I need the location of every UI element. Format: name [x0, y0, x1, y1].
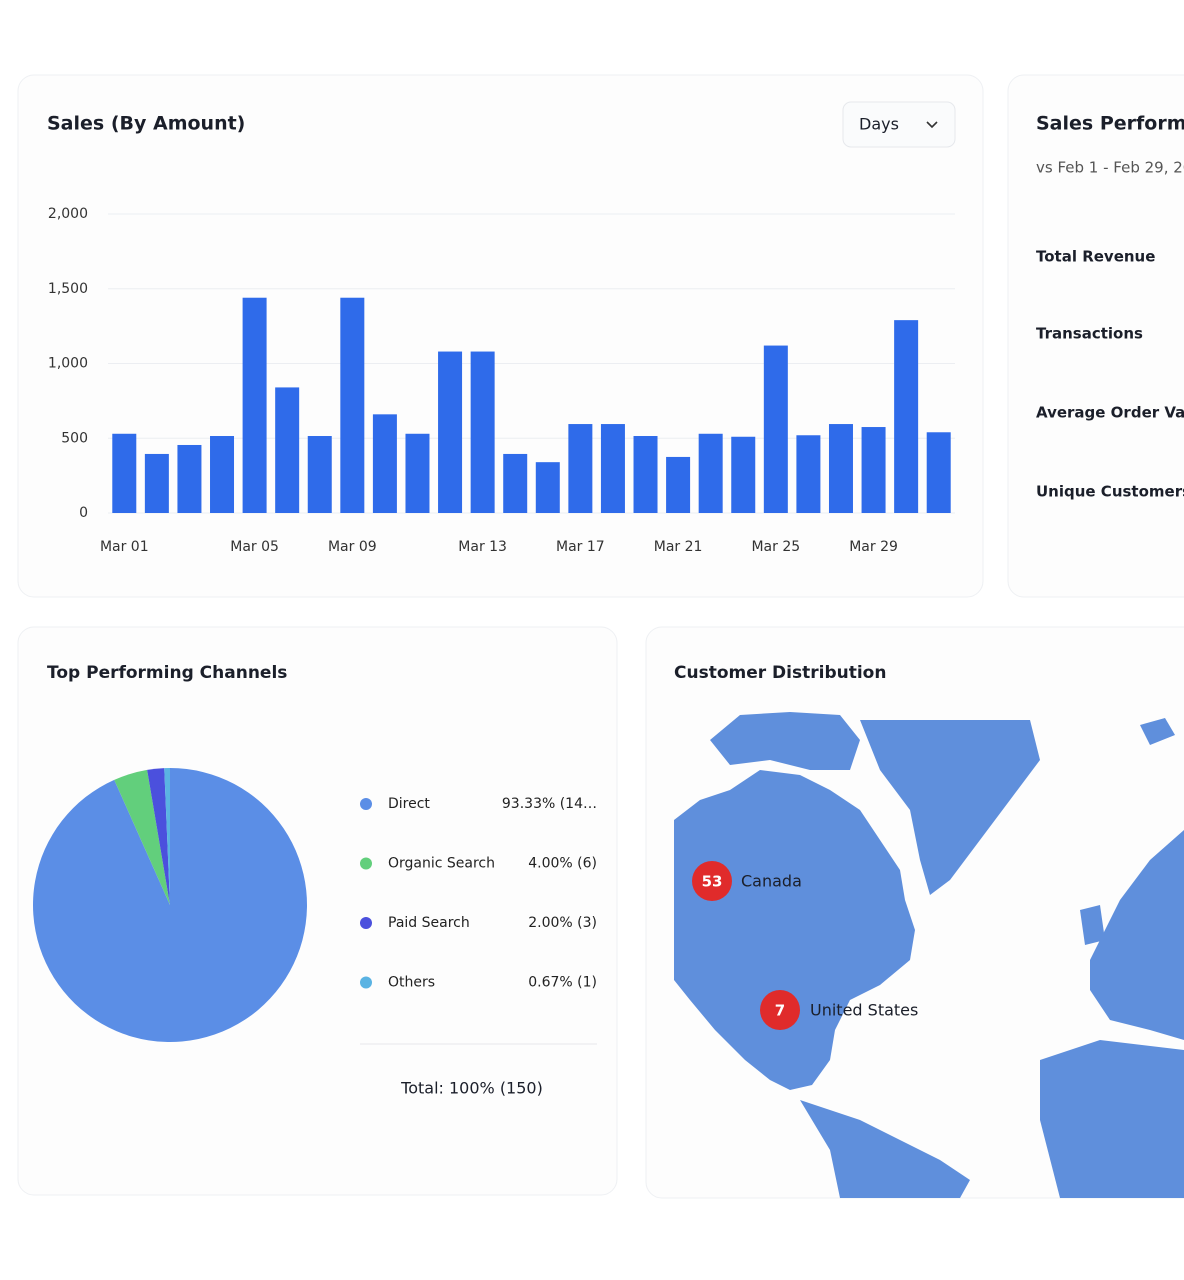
- x-tick-label: Mar 01: [100, 539, 149, 555]
- bar: [633, 436, 658, 513]
- bar: [894, 320, 919, 513]
- metric-label: Average Order Value: [1036, 404, 1184, 422]
- map-marker[interactable]: [692, 861, 732, 901]
- dropdown[interactable]: [842, 101, 956, 148]
- bar: [666, 456, 691, 513]
- bar: [926, 432, 951, 513]
- legend-label: Paid Search: [388, 915, 470, 931]
- legend-dot: [360, 798, 372, 810]
- bar: [405, 433, 430, 513]
- x-tick-label: Mar 21: [654, 539, 703, 555]
- performance-content: Sales Performance vs Feb 1 - Feb 29, 202…: [1036, 113, 1184, 501]
- pie-slice: [114, 769, 170, 905]
- legend-label: Organic Search: [388, 856, 495, 872]
- legend-value: 0.67% (1): [528, 975, 597, 991]
- panel-title: Sales (By Amount): [47, 113, 245, 135]
- panel-title: Customer Distribution: [674, 663, 886, 683]
- legend-value: 93.33% (14…: [502, 796, 597, 812]
- y-tick-label: 1,000: [48, 356, 88, 372]
- world-map: [674, 712, 1184, 1198]
- bar: [698, 433, 723, 513]
- metric-label: Transactions: [1036, 325, 1143, 343]
- bar: [144, 453, 169, 513]
- panel-title: Top Performing Channels: [47, 663, 287, 683]
- bar: [112, 433, 137, 513]
- marker-count: 7: [775, 1002, 785, 1020]
- bar: [438, 351, 463, 513]
- bar: [177, 444, 202, 513]
- sales-panel: [17, 74, 984, 598]
- bar: [535, 462, 560, 513]
- bar: [503, 453, 528, 513]
- x-tick-label: Mar 13: [458, 539, 507, 555]
- bar: [731, 436, 756, 513]
- marker-label: Canada: [741, 872, 802, 891]
- y-tick-label: 0: [79, 505, 88, 521]
- panel-title: Sales Performance: [1036, 113, 1184, 135]
- bar: [763, 345, 788, 513]
- x-tick-label: Mar 09: [328, 539, 377, 555]
- bar: [470, 351, 495, 513]
- y-tick-label: 500: [61, 430, 88, 446]
- legend-dot: [360, 857, 372, 870]
- chevron: [926, 121, 938, 129]
- bar: [242, 297, 267, 513]
- bar: [796, 435, 821, 513]
- bar: [340, 297, 365, 513]
- pie-slice: [164, 768, 170, 905]
- x-tick-label: Mar 29: [849, 539, 898, 555]
- legend-label: Direct: [388, 796, 430, 812]
- bar: [307, 436, 332, 513]
- metric-label: Total Revenue: [1036, 248, 1155, 266]
- subtitle: vs Feb 1 - Feb 29, 2024: [1036, 159, 1184, 177]
- metric-label: Unique Customers: [1036, 483, 1184, 501]
- y-tick-label: 2,000: [48, 206, 88, 222]
- x-tick-label: Mar 05: [230, 539, 279, 555]
- bar: [210, 436, 235, 513]
- bar: [600, 424, 625, 513]
- legend-value: 2.00% (3): [528, 915, 597, 931]
- total-label: Total: 100% (150): [400, 1079, 543, 1098]
- bar: [828, 424, 853, 513]
- y-tick-label: 1,500: [48, 281, 88, 297]
- pie-slice: [32, 768, 307, 1042]
- x-tick-label: Mar 17: [556, 539, 605, 555]
- marker-count: 53: [702, 873, 723, 891]
- bar: [372, 414, 397, 513]
- legend-value: 4.00% (6): [528, 856, 597, 872]
- legend-dot: [360, 976, 372, 989]
- bar: [568, 424, 593, 513]
- bar: [275, 387, 300, 513]
- legend-label: Others: [388, 975, 435, 991]
- legend-dot: [360, 917, 372, 929]
- performance-panel: [1007, 74, 1184, 598]
- dropdown-label[interactable]: Days: [859, 115, 899, 134]
- map-marker[interactable]: [760, 990, 800, 1030]
- pie-slice: [147, 768, 170, 905]
- x-tick-label: Mar 25: [751, 539, 800, 555]
- marker-label: United States: [810, 1001, 918, 1020]
- bar: [861, 427, 886, 513]
